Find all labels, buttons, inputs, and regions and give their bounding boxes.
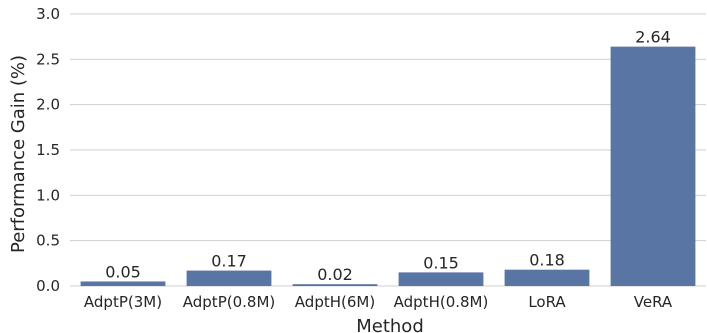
y-tick-label: 0.5 (36, 232, 60, 250)
bar-layer (80, 46, 696, 286)
x-tick-label: VeRA (634, 293, 673, 311)
y-tick-label: 1.0 (36, 186, 60, 204)
x-tick-label: AdptH(0.8M) (394, 293, 489, 311)
bar-AdptP(0.8M) (186, 270, 272, 286)
x-tick-label: LoRA (528, 293, 566, 311)
data-label: 2.64 (635, 28, 671, 47)
y-tick-label: 2.0 (36, 96, 60, 114)
data-label: 0.17 (211, 252, 247, 271)
y-axis-label: Performance Gain (%) (8, 55, 29, 253)
y-tick-label: 1.5 (36, 141, 60, 159)
x-tick-label: AdptP(3M) (84, 293, 162, 311)
bar-AdptP(3M) (80, 281, 166, 286)
x-tick-label: AdptH(6M) (295, 293, 375, 311)
bar-AdptH(0.8M) (398, 272, 484, 286)
data-label: 0.05 (105, 262, 141, 281)
y-tick-label: 0.0 (36, 277, 60, 295)
bar-VeRA (610, 46, 696, 286)
y-tick-label: 3.0 (36, 5, 60, 23)
label-layer: 0.05 0.17 0.02 0.15 0.18 2.64 (105, 28, 671, 285)
x-axis-label: Method (356, 316, 424, 333)
bar-AdptH(6M) (292, 284, 378, 286)
data-label: 0.18 (529, 251, 565, 270)
data-label: 0.02 (317, 265, 353, 284)
x-tick-label: AdptP(0.8M) (183, 293, 275, 311)
y-tick-label: 2.5 (36, 50, 60, 68)
grid-layer (70, 13, 706, 287)
bar-LoRA (504, 269, 590, 286)
data-label: 0.15 (423, 253, 459, 272)
tick-layer: 0.0 0.5 1.0 1.5 2.0 2.5 3.0 AdptP(3M) AdptP(0.8M… (36, 5, 673, 311)
